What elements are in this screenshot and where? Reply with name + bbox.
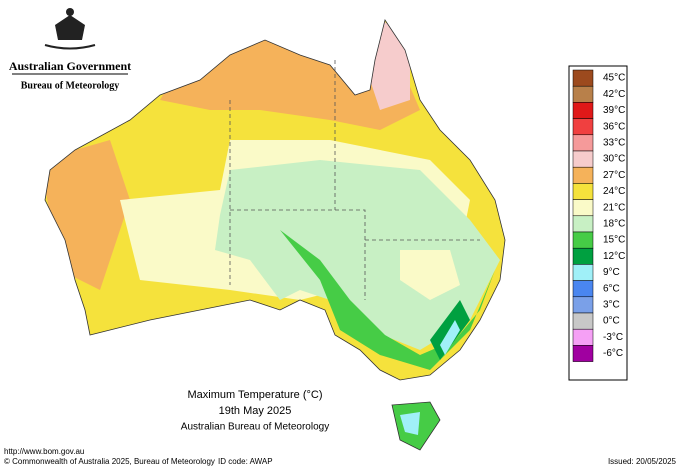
map-date: 19th May 2025 — [219, 405, 292, 417]
map-source: Australian Bureau of Meteorology — [181, 422, 329, 433]
legend-swatch — [572, 264, 594, 281]
legend-label: -3°C — [603, 332, 623, 343]
org-name: Australian Government — [9, 59, 131, 73]
legend-label: 0°C — [603, 316, 620, 327]
footer-id: ID code: AWAP — [218, 457, 273, 466]
legend-swatch — [572, 199, 594, 217]
legend-label: 15°C — [603, 235, 625, 246]
legend-swatch — [572, 231, 594, 249]
footer-copyright: © Commonwealth of Australia 2025, Bureau… — [4, 457, 215, 466]
bureau-name: Bureau of Meteorology — [21, 80, 120, 91]
legend-swatch — [572, 183, 594, 200]
legend-label: 3°C — [603, 300, 620, 311]
crest — [44, 8, 96, 50]
legend-swatch — [572, 118, 594, 136]
legend-swatch — [572, 150, 594, 168]
legend-swatch — [572, 247, 594, 265]
legend-label: 45°C — [603, 73, 625, 84]
footer-issued: Issued: 20/05/2025 — [608, 457, 677, 466]
legend-label: 9°C — [603, 267, 620, 278]
legend-swatch — [572, 328, 594, 346]
legend-label: 21°C — [603, 202, 625, 213]
legend-swatch — [572, 69, 594, 87]
legend-swatch — [572, 85, 594, 103]
legend-swatch — [572, 312, 594, 330]
legend: 45°C 42°C 39°C 36°C 33°C 30°C 27°C 24°C 21°C 18°C… — [568, 65, 628, 381]
legend-label: 33°C — [603, 138, 625, 149]
legend-swatch — [572, 134, 594, 152]
legend-label: 39°C — [603, 105, 625, 116]
legend-swatch — [572, 296, 594, 314]
footer-url: http://www.bom.gov.au — [4, 447, 84, 456]
legend-swatch — [572, 215, 594, 233]
legend-label: 27°C — [603, 170, 625, 181]
map-title: Maximum Temperature (°C) — [187, 389, 322, 401]
legend-swatch — [572, 280, 594, 298]
legend-label: 12°C — [603, 251, 625, 262]
legend-swatch — [572, 102, 594, 119]
legend-label: 18°C — [603, 219, 625, 230]
legend-label: 30°C — [603, 154, 625, 165]
legend-label: 36°C — [603, 121, 625, 132]
legend-label: 6°C — [603, 283, 620, 294]
legend-label: 24°C — [603, 186, 625, 197]
legend-label: -6°C — [603, 348, 623, 359]
legend-swatch — [572, 166, 594, 184]
legend-label: 42°C — [603, 89, 625, 100]
legend-swatch — [572, 345, 594, 362]
